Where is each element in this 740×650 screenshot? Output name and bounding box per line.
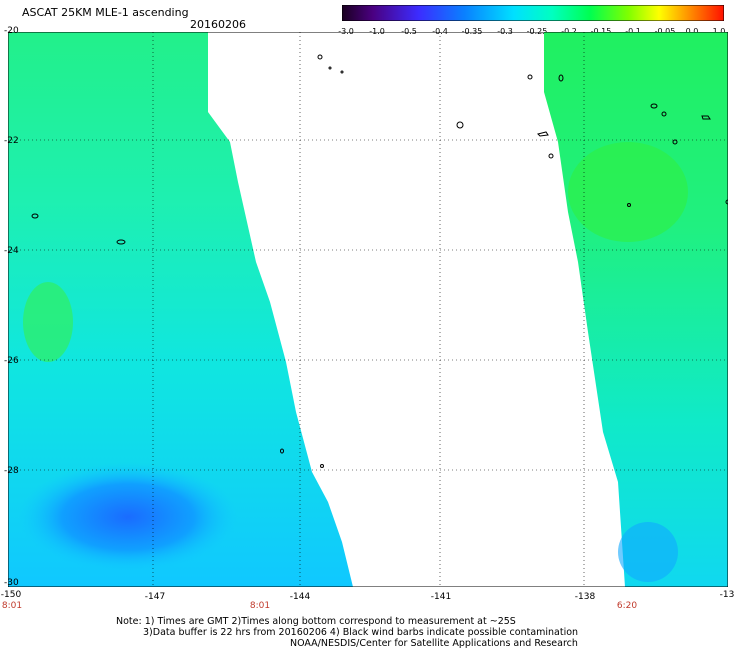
time-label: 8:01 <box>1 601 23 611</box>
time-label: 6:20 <box>616 601 638 611</box>
island-outlines <box>31 54 728 468</box>
x-tick-label: -138 <box>574 592 596 602</box>
x-tick-label: -13 <box>719 590 735 600</box>
note-line-1: Note: 1) Times are GMT 2)Times along bot… <box>116 616 516 627</box>
right-data-swath <box>544 32 728 587</box>
wind-map <box>8 32 728 587</box>
time-label: 8:01 <box>249 601 271 611</box>
grid <box>8 32 728 587</box>
x-tick-label: -150 <box>0 590 22 600</box>
y-tick-label: -24 <box>4 246 19 256</box>
colorbar <box>342 5 724 21</box>
x-tick-label: -141 <box>430 592 452 602</box>
high-value-patch <box>568 142 688 242</box>
y-tick-label: -30 <box>4 578 19 588</box>
x-tick-label: -147 <box>144 592 166 602</box>
high-value-patch <box>23 282 73 362</box>
y-tick-label: -20 <box>4 26 19 36</box>
y-tick-label: -26 <box>4 356 19 366</box>
low-value-patch <box>618 522 678 582</box>
note-line-3: NOAA/NESDIS/Center for Satellite Applica… <box>290 638 578 649</box>
left-data-swath <box>8 32 353 587</box>
low-value-patch <box>18 462 238 572</box>
map-date: 20160206 <box>190 18 246 31</box>
x-tick-label: -144 <box>289 592 311 602</box>
note-line-2: 3)Data buffer is 22 hrs from 20160206 4)… <box>143 627 579 638</box>
y-tick-label: -22 <box>4 136 19 146</box>
map-title: ASCAT 25KM MLE-1 ascending <box>22 6 189 19</box>
y-tick-label: -28 <box>4 466 19 476</box>
